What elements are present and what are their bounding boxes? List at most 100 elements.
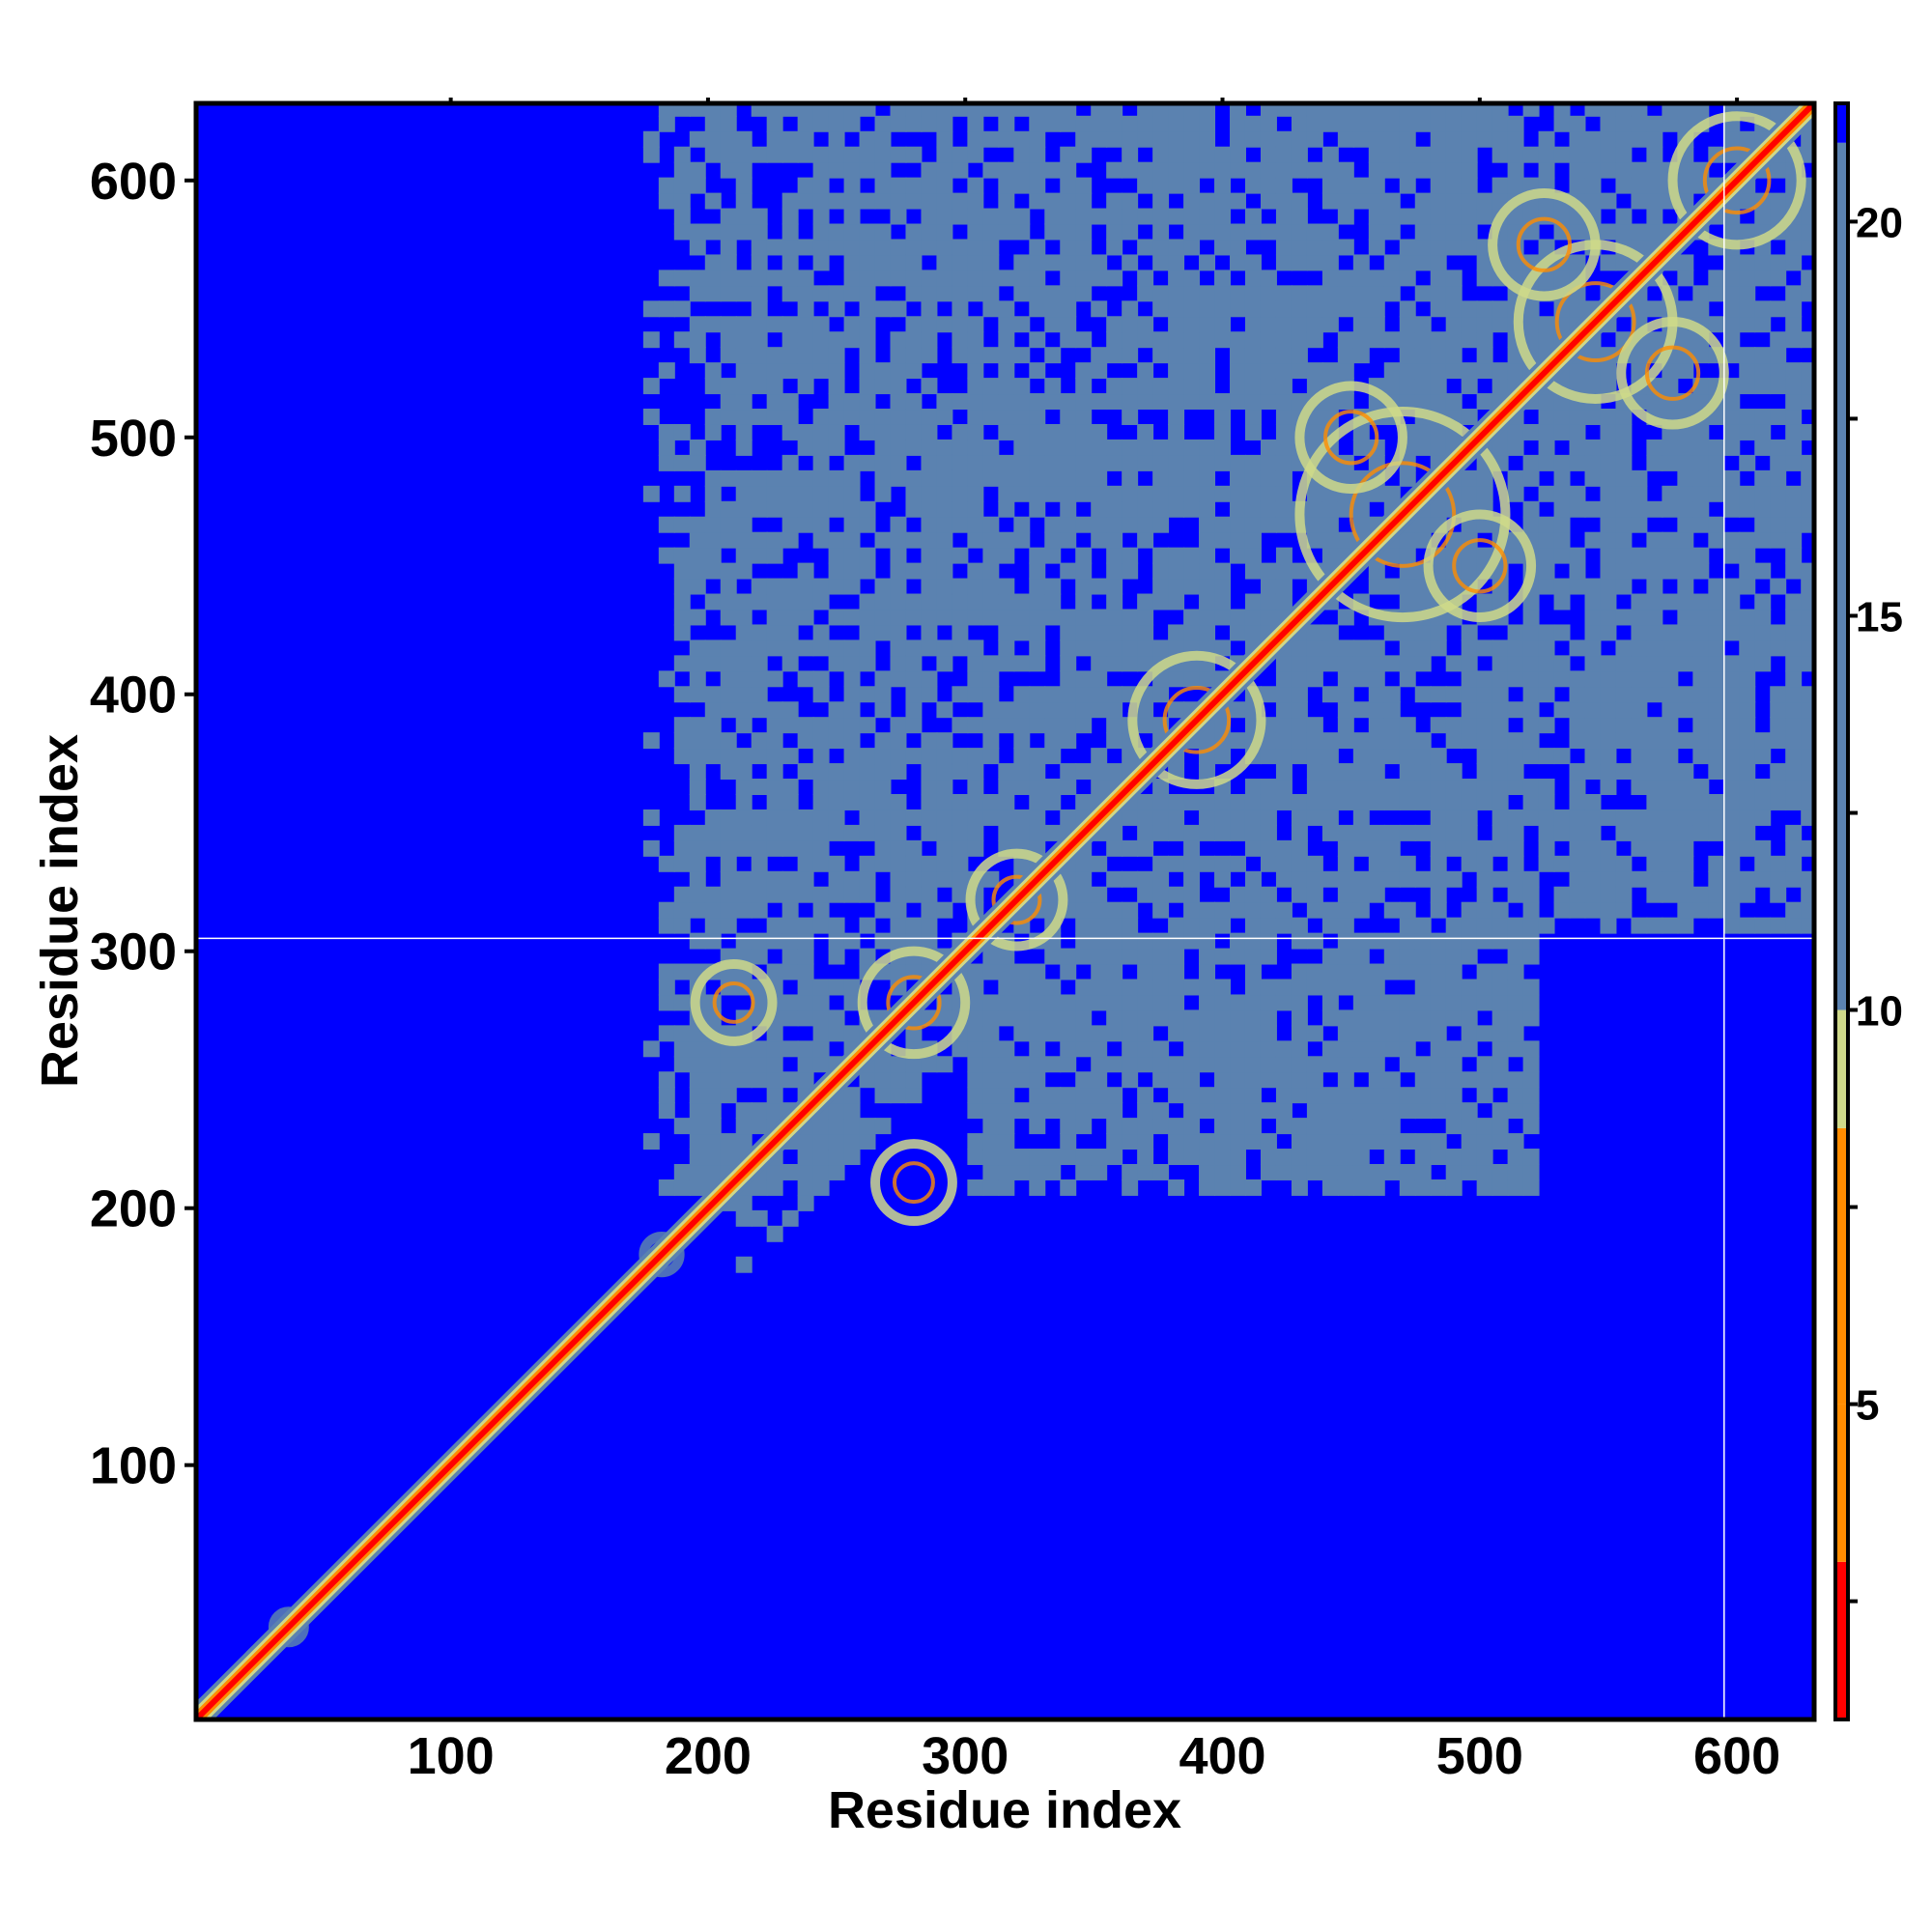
heatmap-cell	[874, 1118, 892, 1135]
heatmap-cell	[1631, 917, 1648, 934]
heatmap-cell	[1785, 609, 1803, 626]
heatmap-cell	[952, 347, 969, 364]
heatmap-cell	[905, 115, 923, 132]
heatmap-cell	[1414, 1087, 1432, 1104]
heatmap-cell	[1060, 1056, 1077, 1073]
heatmap-cell	[890, 763, 907, 781]
heatmap-cell	[1754, 779, 1772, 795]
heatmap-cell	[828, 917, 845, 934]
heatmap-cell	[1739, 886, 1756, 903]
heatmap-cell	[1708, 469, 1725, 487]
heatmap-cell	[704, 809, 722, 826]
heatmap-cell	[843, 717, 861, 734]
heatmap-cell	[1538, 239, 1555, 256]
heatmap-cell	[812, 809, 830, 826]
heatmap-cell	[797, 130, 814, 148]
x-tick-label: 300	[922, 1727, 1009, 1785]
heatmap-cell	[1275, 469, 1293, 487]
heatmap-cell	[967, 130, 984, 148]
heatmap-cell	[998, 1133, 1015, 1151]
heatmap-cell	[1352, 901, 1370, 919]
heatmap-cell	[1075, 254, 1093, 271]
heatmap-cell	[936, 130, 953, 148]
heatmap-cell	[1430, 1025, 1447, 1042]
heatmap-cell	[1600, 593, 1617, 611]
heatmap-cell	[1692, 748, 1710, 765]
heatmap-cell	[1137, 1163, 1154, 1180]
heatmap-cell	[1677, 639, 1694, 657]
heatmap-cell	[1553, 655, 1571, 672]
heatmap-cell	[1029, 639, 1046, 657]
heatmap-cell	[828, 855, 845, 872]
heatmap-cell	[1321, 115, 1339, 132]
heatmap-cell	[1106, 439, 1123, 456]
heatmap-cell	[1230, 701, 1246, 719]
heatmap-cell	[1522, 870, 1540, 888]
heatmap-cell	[1414, 146, 1432, 163]
heatmap-cell	[689, 870, 706, 888]
heatmap-cell	[843, 146, 861, 163]
heatmap-cell	[781, 655, 799, 672]
heatmap-cell	[952, 316, 969, 333]
heatmap-cell	[1122, 917, 1139, 934]
heatmap-cell	[1770, 331, 1787, 349]
heatmap-cell	[1214, 223, 1232, 241]
y-tick-label: 200	[90, 1180, 177, 1238]
heatmap-cell	[1199, 1040, 1216, 1058]
heatmap-cell	[1708, 763, 1725, 781]
heatmap-cell	[1584, 717, 1602, 734]
heatmap-cell	[766, 578, 783, 595]
heatmap-cell	[1029, 331, 1046, 349]
heatmap-cell	[1739, 285, 1756, 302]
heatmap-cell	[1569, 670, 1586, 688]
heatmap-cell	[890, 963, 907, 980]
heatmap-cell	[1137, 932, 1154, 950]
heatmap-cell	[1600, 578, 1617, 595]
heatmap-cell	[689, 717, 706, 734]
heatmap-cell	[1230, 901, 1246, 919]
heatmap-cell	[1106, 192, 1123, 210]
heatmap-cell	[1801, 516, 1814, 533]
heatmap-cell	[1476, 115, 1493, 132]
heatmap-cell	[1230, 500, 1246, 518]
heatmap-cell	[1152, 593, 1170, 611]
heatmap-cell	[1029, 793, 1046, 810]
heatmap-cell	[1801, 562, 1814, 580]
heatmap-cell	[1368, 578, 1385, 595]
heatmap-cell	[998, 1149, 1015, 1166]
heatmap-cell	[720, 639, 737, 657]
heatmap-cell	[1492, 763, 1509, 781]
heatmap-cell	[1584, 469, 1602, 487]
heatmap-cell	[1013, 393, 1031, 411]
heatmap-cell	[1275, 378, 1293, 395]
y-tick-label: 400	[90, 667, 177, 724]
heatmap-cell	[1106, 870, 1123, 888]
heatmap-cell	[1615, 103, 1633, 117]
heatmap-cell	[890, 409, 907, 425]
heatmap-cell	[1754, 316, 1772, 333]
heatmap-cell	[673, 146, 691, 163]
heatmap-cell	[673, 824, 691, 841]
heatmap-cell	[1399, 1056, 1416, 1073]
heatmap-cell	[967, 285, 984, 302]
heatmap-cell	[1029, 1118, 1046, 1135]
heatmap-cell	[1013, 378, 1031, 395]
heatmap-cell	[967, 1071, 984, 1089]
heatmap-cell	[1801, 485, 1814, 502]
heatmap-cell	[1708, 516, 1725, 533]
heatmap-cell	[1507, 177, 1524, 194]
heatmap-cell	[1291, 347, 1308, 364]
heatmap-cell	[1492, 979, 1509, 996]
heatmap-cell	[982, 732, 1000, 750]
heatmap-cell	[1337, 1149, 1354, 1166]
heatmap-cell	[766, 362, 783, 380]
heatmap-cell	[735, 223, 753, 241]
heatmap-cell	[1492, 1118, 1509, 1135]
heatmap-cell	[1291, 932, 1308, 950]
heatmap-cell	[1399, 779, 1416, 795]
heatmap-cell	[1461, 115, 1478, 132]
heatmap-cell	[812, 192, 830, 210]
heatmap-cell	[1321, 177, 1339, 194]
heatmap-cell	[1352, 270, 1370, 287]
heatmap-cell	[751, 748, 768, 765]
